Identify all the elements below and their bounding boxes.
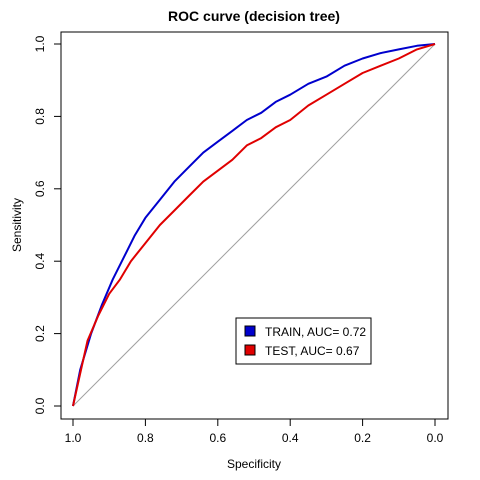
y-tick-label: 0.6 (33, 180, 47, 197)
y-axis: 0.0 0.2 0.4 0.6 0.8 1.0 (33, 35, 62, 414)
y-tick-label: 0.4 (33, 253, 47, 270)
x-tick-label: 0.4 (282, 431, 299, 445)
chart-title: ROC curve (decision tree) (168, 8, 340, 24)
legend-box (235, 317, 372, 365)
legend: TRAIN, AUC= 0.72 TEST, AUC= 0.67 (235, 317, 372, 365)
x-tick-label: 0.2 (354, 431, 371, 445)
legend-swatch-test (244, 344, 256, 356)
legend-label-train: TRAIN, AUC= 0.72 (265, 325, 366, 339)
reference-diagonal-group (72, 43, 436, 407)
y-tick-label: 0.2 (33, 325, 47, 342)
series-group (72, 43, 436, 407)
x-tick-label: 0.8 (137, 431, 154, 445)
y-tick-label: 0.8 (33, 108, 47, 125)
x-tick-label: 0.6 (209, 431, 226, 445)
series-line-train (72, 43, 436, 407)
x-axis-label: Specificity (227, 457, 281, 471)
legend-entries: TRAIN, AUC= 0.72 TEST, AUC= 0.67 (244, 325, 366, 358)
x-tick-label: 0.0 (427, 431, 444, 445)
reference-diagonal-line (72, 43, 436, 407)
y-tick-label: 0.0 (33, 397, 47, 414)
legend-label-test: TEST, AUC= 0.67 (265, 344, 360, 358)
x-tick-label: 1.0 (65, 431, 82, 445)
y-axis-label: Sensitivity (10, 198, 24, 252)
y-tick-label: 1.0 (33, 35, 47, 52)
series-line-test (72, 43, 436, 407)
legend-swatch-train (244, 325, 256, 337)
x-axis: 1.0 0.8 0.6 0.4 0.2 0.0 (65, 418, 444, 445)
